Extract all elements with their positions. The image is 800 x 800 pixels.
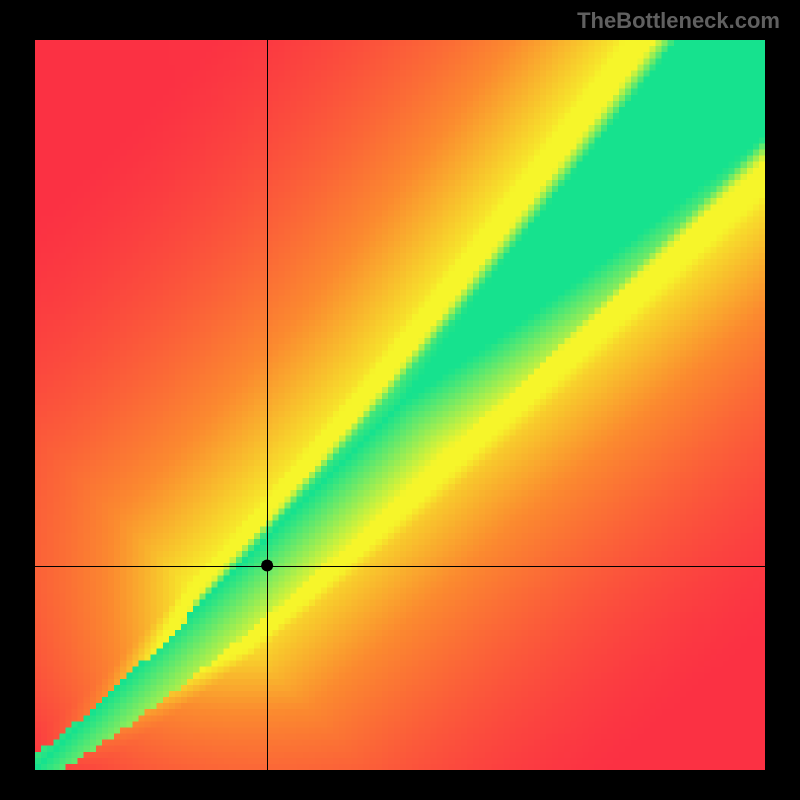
watermark-text: TheBottleneck.com [577,8,780,34]
plot-area [35,40,765,770]
crosshair-marker [35,40,765,770]
chart-container: TheBottleneck.com [0,0,800,800]
